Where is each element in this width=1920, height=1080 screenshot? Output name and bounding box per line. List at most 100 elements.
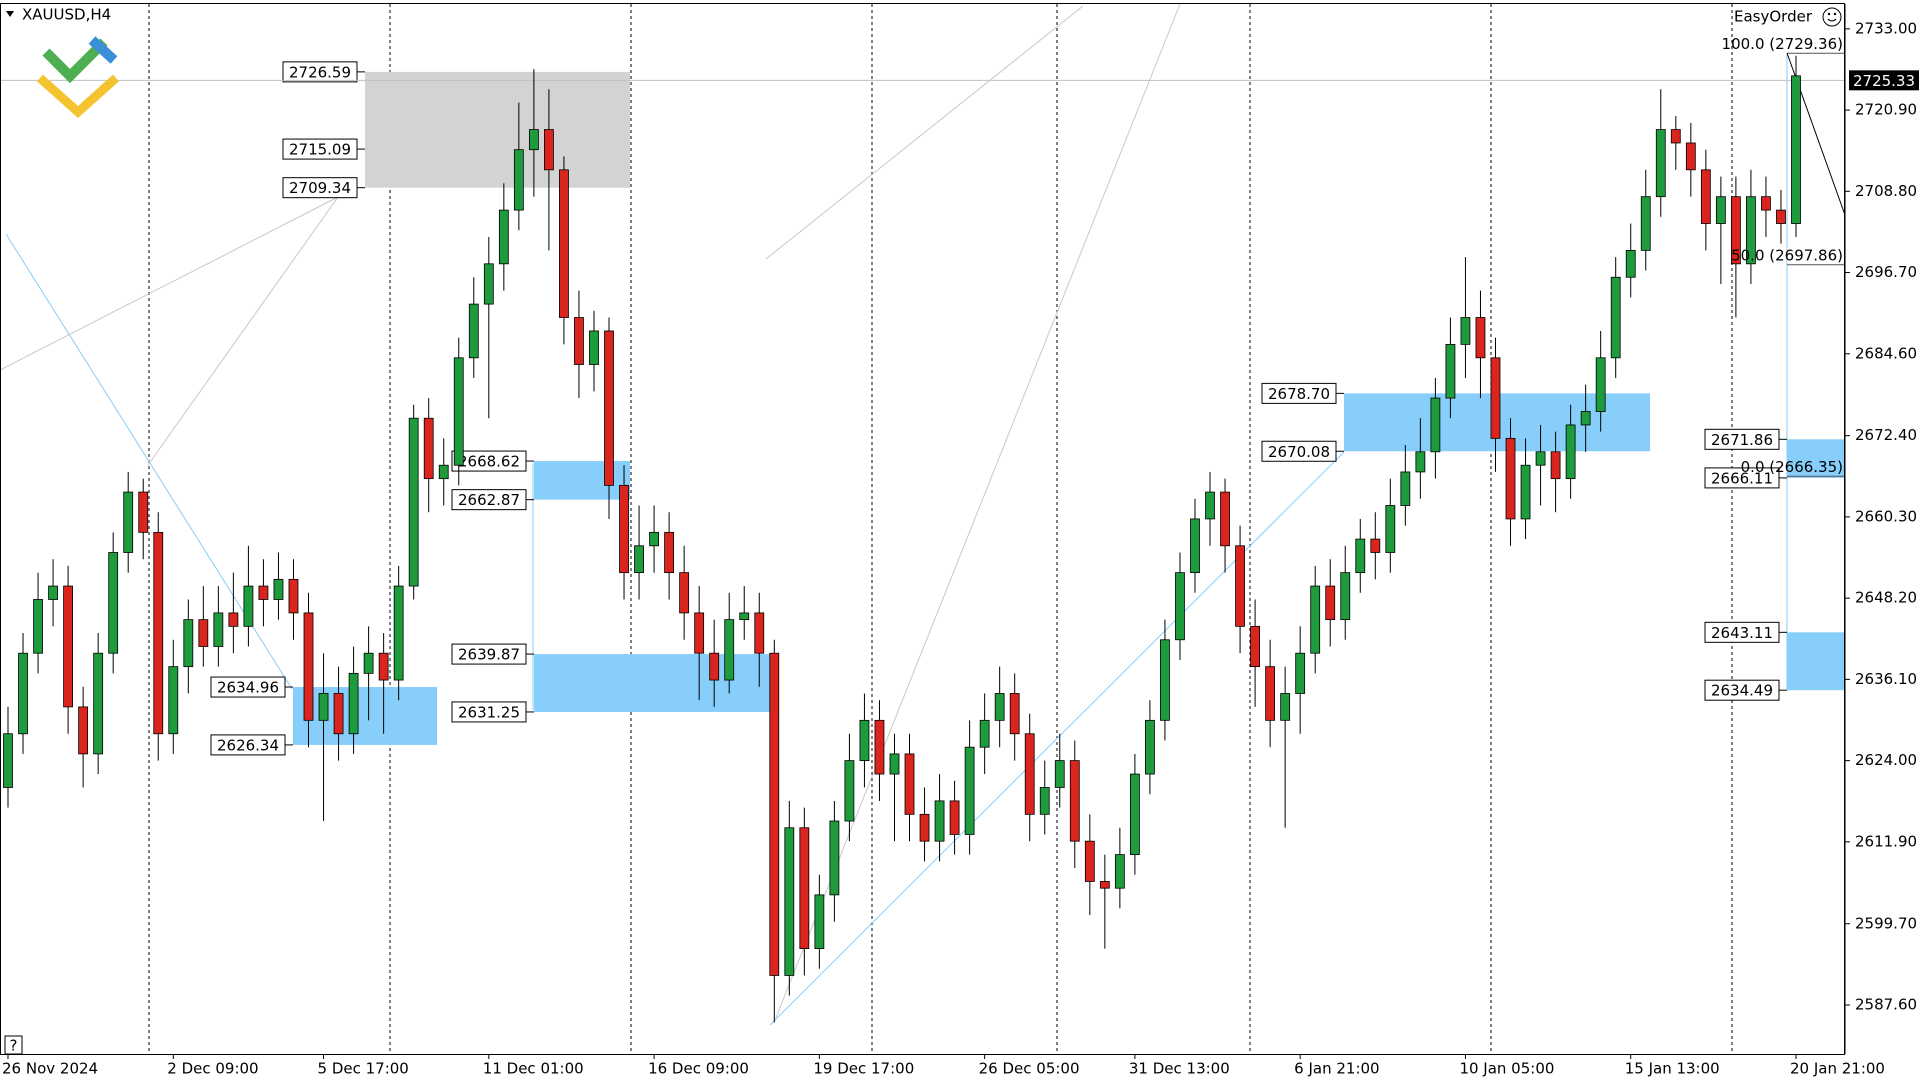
logo-part	[42, 38, 108, 84]
candle-body	[1355, 538, 1366, 574]
candle-body	[784, 827, 795, 976]
candle-body	[559, 169, 569, 318]
candle-body	[348, 672, 359, 735]
candle-body	[333, 693, 344, 735]
candle-body	[979, 719, 990, 748]
candle-body	[1145, 719, 1155, 775]
candle-body	[3, 733, 13, 788]
zone-label-box	[451, 489, 527, 511]
candle-body	[739, 612, 750, 621]
trend-line	[147, 196, 339, 466]
candle-body	[1250, 625, 1260, 668]
zone-label: 2639.87	[458, 646, 520, 664]
candle-body	[1670, 129, 1681, 144]
zone-label: 2668.62	[458, 453, 520, 471]
candle-body	[1475, 317, 1486, 359]
candle-body	[1265, 666, 1276, 721]
candle-body	[679, 572, 690, 614]
candle-body	[1746, 196, 1756, 265]
candle-body	[108, 552, 119, 654]
x-tick-label: 16 Dec 09:00	[648, 1060, 749, 1078]
candle-body	[1205, 491, 1215, 520]
x-tick-label: 6 Jan 21:00	[1294, 1060, 1379, 1078]
zone-label-box	[210, 676, 286, 698]
candle-body	[258, 585, 269, 600]
fib-label: 100.0 (2729.36)	[1722, 35, 1843, 53]
candle-body	[78, 706, 89, 755]
candle-body	[874, 719, 885, 775]
zone-label: 2626.34	[217, 736, 279, 754]
logo-part	[88, 36, 118, 64]
x-tick-label: 20 Jan 21:00	[1790, 1060, 1885, 1078]
y-tick-label: 2660.30	[1855, 507, 1917, 525]
candle-body	[1039, 787, 1050, 815]
candle-body	[1445, 343, 1456, 399]
y-tick-label: 2672.40	[1855, 426, 1917, 444]
candle-body	[1625, 249, 1636, 278]
candle-body	[153, 531, 164, 735]
zone-label-box	[282, 138, 358, 160]
plot-border	[0, 3, 1845, 1055]
candle-body	[1415, 451, 1426, 473]
x-tick-label: 5 Dec 17:00	[318, 1060, 409, 1078]
candle-body	[634, 545, 644, 574]
candle-body	[844, 760, 855, 822]
candle-body	[904, 753, 915, 815]
candle-body	[1235, 545, 1245, 627]
zone-label: 2662.87	[458, 491, 520, 509]
candle-body	[829, 820, 840, 896]
candle-body	[168, 666, 179, 735]
candle-body	[1400, 471, 1411, 506]
candle-body	[544, 129, 554, 171]
help-text[interactable]: ?	[10, 1037, 18, 1055]
candle-body	[1550, 451, 1561, 480]
candle-body	[438, 464, 449, 480]
candle-body	[769, 652, 780, 976]
candle-body	[1430, 397, 1441, 453]
candle-body	[1385, 505, 1396, 553]
candle-body	[123, 491, 134, 553]
zone	[534, 461, 630, 500]
candle-body	[1595, 357, 1606, 412]
candle-body	[1791, 75, 1801, 224]
menu-triangle[interactable]	[6, 11, 14, 17]
candle-body	[1310, 585, 1321, 654]
zone	[534, 654, 774, 712]
candle-body	[1024, 733, 1035, 815]
candle-body	[859, 719, 870, 762]
zone-label: 2634.49	[1711, 682, 1773, 700]
x-tick-label: 10 Jan 05:00	[1459, 1060, 1554, 1078]
chart-title: XAUUSD,H4	[22, 6, 111, 24]
zone	[365, 71, 630, 188]
candle-body	[393, 585, 404, 681]
zone-label: 2666.11	[1711, 469, 1773, 487]
candle-body	[1640, 196, 1651, 251]
candle-body	[1655, 129, 1666, 198]
candle-body	[1009, 693, 1020, 735]
zone-label: 2715.09	[289, 141, 351, 159]
candle-body	[589, 330, 599, 365]
x-tick-label: 11 Dec 01:00	[483, 1060, 584, 1078]
candle-body	[183, 619, 194, 668]
zone-label-box	[1261, 440, 1337, 462]
plot: 2726.59 2715.09 2709.34 2634.96 2626.34 2668.…	[0, 4, 1919, 1078]
candle-body	[1129, 773, 1140, 856]
indicator-label: EasyOrder	[1734, 8, 1813, 26]
y-tick-label: 2648.20	[1855, 589, 1917, 607]
fib-label: 50.0 (2697.86)	[1731, 246, 1843, 264]
help-button[interactable]	[4, 1035, 23, 1055]
candle-body	[423, 417, 434, 480]
zone-label-box	[1261, 382, 1337, 404]
y-tick-label: 2636.10	[1855, 670, 1917, 688]
candle-body	[33, 599, 43, 654]
candle-body	[1535, 451, 1546, 466]
smiley-mouth	[1827, 18, 1837, 22]
candle-body	[1340, 572, 1351, 621]
zone-label-box	[1704, 428, 1780, 450]
candle-body	[814, 894, 825, 949]
candle-body	[1099, 881, 1110, 889]
candle-body	[498, 209, 509, 265]
y-tick-label: 2696.70	[1855, 263, 1917, 281]
current-price-tag	[1849, 70, 1919, 91]
